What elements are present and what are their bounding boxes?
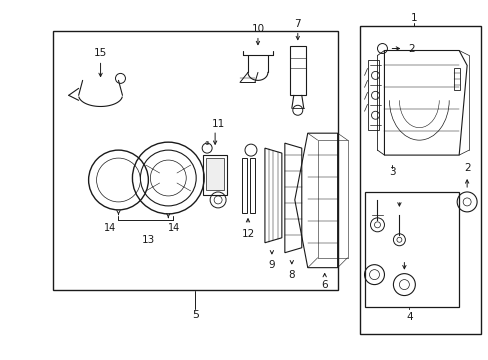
- Text: ⊕: ⊕: [204, 141, 209, 146]
- Text: 1: 1: [410, 13, 417, 23]
- Bar: [364, 192, 458, 306]
- Text: 5: 5: [191, 310, 198, 320]
- Bar: [53, 31, 337, 289]
- Text: 4: 4: [405, 312, 412, 323]
- Bar: [249, 158, 254, 213]
- Bar: [206, 158, 224, 190]
- Bar: [359, 26, 480, 334]
- Text: 9: 9: [268, 260, 275, 270]
- Text: 12: 12: [241, 229, 254, 239]
- Bar: [242, 158, 246, 213]
- Text: 10: 10: [251, 24, 264, 33]
- Text: 3: 3: [388, 167, 395, 177]
- Bar: [203, 155, 226, 195]
- Text: 14: 14: [104, 223, 117, 233]
- Text: 2: 2: [407, 44, 414, 54]
- Text: 2: 2: [463, 163, 469, 173]
- Text: 8: 8: [288, 270, 295, 280]
- Text: 14: 14: [168, 223, 180, 233]
- Text: 7: 7: [294, 19, 301, 28]
- Text: 15: 15: [94, 49, 107, 58]
- Bar: [367, 60, 379, 130]
- Bar: [453, 68, 459, 90]
- Text: 13: 13: [142, 235, 155, 245]
- Text: 11: 11: [211, 119, 224, 129]
- Bar: [289, 45, 305, 95]
- Text: 6: 6: [321, 280, 327, 289]
